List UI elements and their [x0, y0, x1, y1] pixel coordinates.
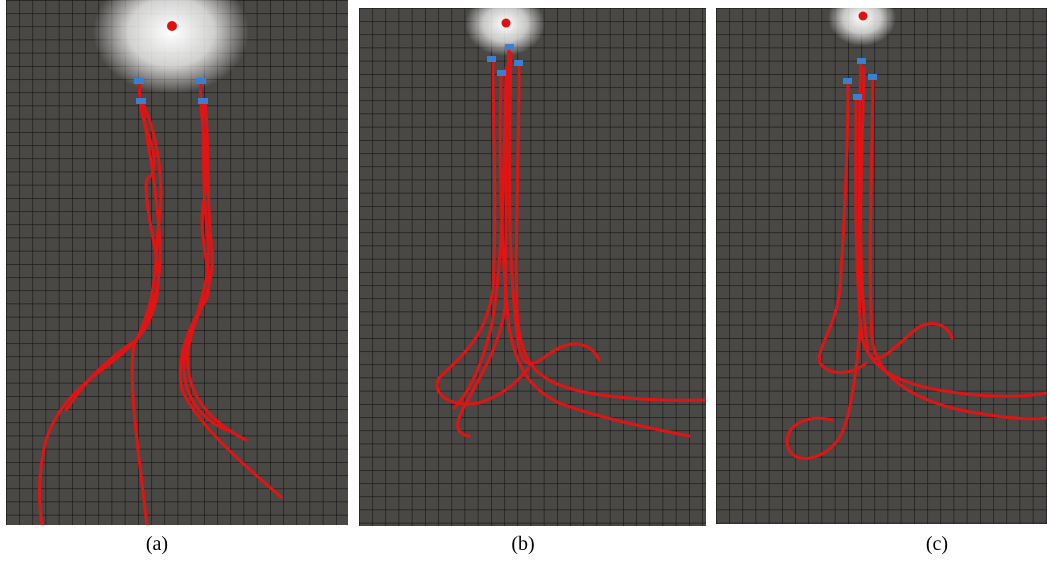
robot-marker	[843, 78, 852, 84]
robot-marker	[487, 56, 496, 62]
robot-marker	[497, 70, 506, 76]
robot-marker	[857, 58, 866, 64]
robot-markers	[843, 58, 877, 100]
caption-b: (b)	[511, 533, 535, 555]
trajectories	[785, 60, 1047, 460]
caption-a: (a)	[145, 533, 169, 555]
light-source-marker	[858, 11, 868, 21]
light-source-marker	[167, 21, 177, 31]
trajectories	[38, 80, 283, 525]
robot-marker	[853, 94, 862, 100]
panel-a	[6, 0, 348, 525]
light-glow	[465, 8, 545, 56]
light-source-marker	[501, 18, 511, 28]
robot-marker	[134, 78, 144, 84]
light-glow	[828, 8, 896, 46]
robot-marker	[198, 98, 208, 104]
light-glow	[93, 0, 249, 94]
panel-c	[716, 8, 1047, 524]
panel-b	[359, 8, 706, 526]
trajectories	[435, 46, 706, 438]
robot-marker	[868, 74, 877, 80]
robot-markers	[487, 44, 523, 76]
robot-marker	[196, 78, 206, 84]
robot-marker	[514, 60, 523, 66]
caption-c: (c)	[925, 533, 949, 555]
robot-markers	[134, 78, 208, 104]
robot-marker	[505, 44, 514, 50]
robot-marker	[136, 98, 146, 104]
